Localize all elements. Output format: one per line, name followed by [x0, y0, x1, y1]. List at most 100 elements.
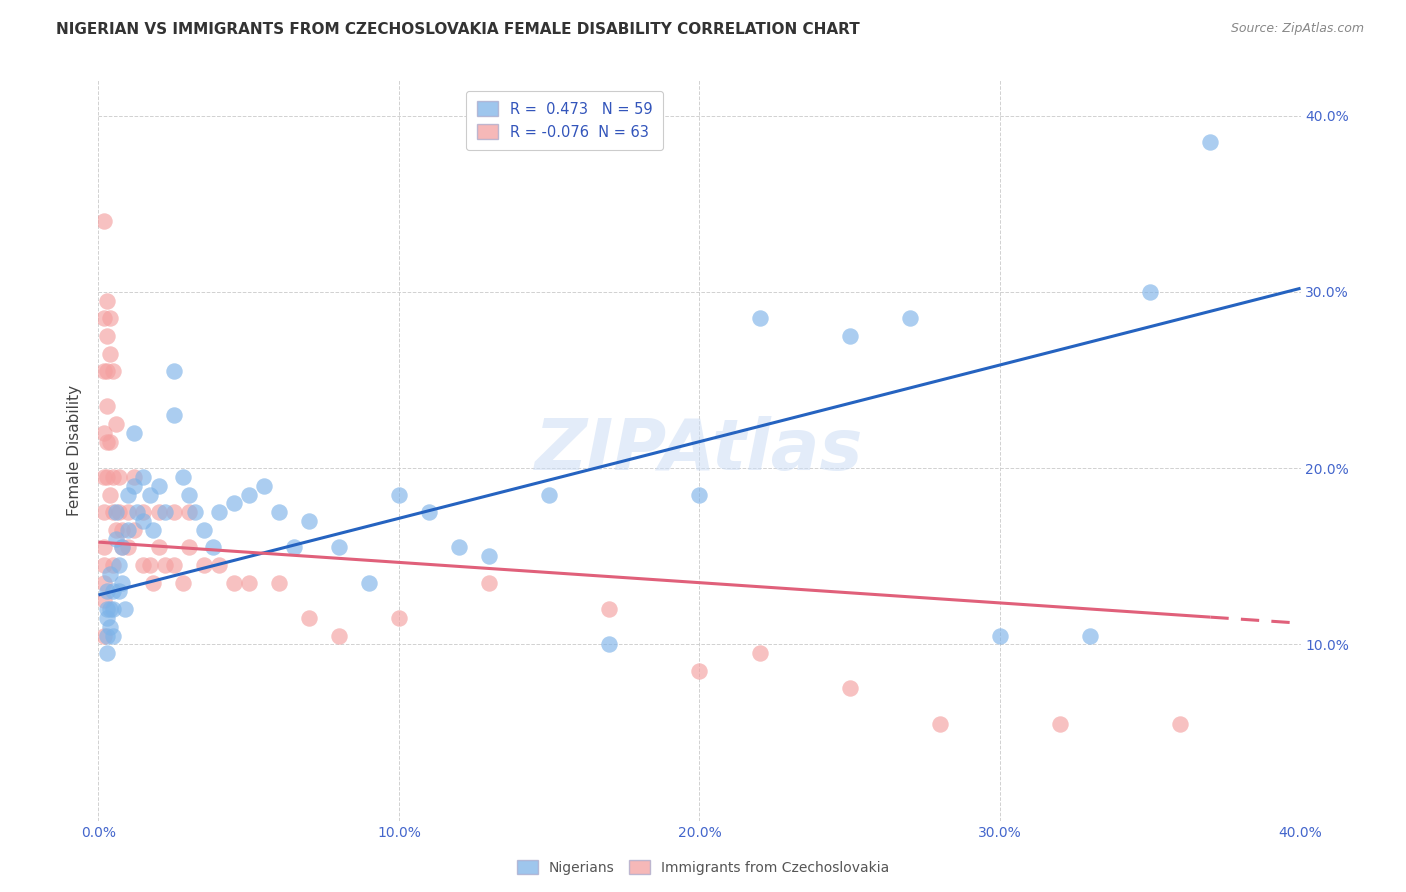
Point — [93, 575, 115, 590]
Point — [447, 541, 470, 555]
Text: NIGERIAN VS IMMIGRANTS FROM CZECHOSLOVAKIA FEMALE DISABILITY CORRELATION CHART: NIGERIAN VS IMMIGRANTS FROM CZECHOSLOVAK… — [56, 22, 860, 37]
Point — [141, 523, 163, 537]
Point — [96, 646, 118, 660]
Point — [111, 523, 134, 537]
Point — [96, 434, 118, 449]
Point — [108, 584, 131, 599]
Point — [117, 523, 139, 537]
Point — [100, 602, 122, 616]
Point — [111, 575, 134, 590]
Point — [1199, 135, 1222, 149]
Point — [162, 558, 184, 572]
Point — [298, 514, 321, 528]
Point — [177, 487, 200, 501]
Point — [105, 417, 128, 431]
Point — [132, 505, 155, 519]
Point — [201, 541, 224, 555]
Point — [108, 470, 131, 484]
Point — [148, 479, 170, 493]
Point — [100, 311, 122, 326]
Point — [108, 558, 131, 572]
Point — [478, 575, 501, 590]
Point — [748, 646, 770, 660]
Point — [238, 487, 260, 501]
Point — [238, 575, 260, 590]
Point — [93, 425, 115, 440]
Point — [148, 505, 170, 519]
Point — [103, 629, 125, 643]
Point — [105, 505, 128, 519]
Point — [598, 637, 620, 651]
Point — [96, 329, 118, 343]
Point — [127, 505, 149, 519]
Point — [132, 558, 155, 572]
Point — [138, 558, 160, 572]
Point — [208, 505, 231, 519]
Point — [898, 311, 921, 326]
Point — [117, 487, 139, 501]
Point — [96, 364, 118, 378]
Point — [100, 566, 122, 581]
Point — [162, 505, 184, 519]
Point — [1170, 716, 1192, 731]
Point — [103, 558, 125, 572]
Point — [111, 541, 134, 555]
Point — [328, 629, 350, 643]
Point — [132, 470, 155, 484]
Point — [298, 611, 321, 625]
Point — [93, 505, 115, 519]
Point — [253, 479, 276, 493]
Text: Source: ZipAtlas.com: Source: ZipAtlas.com — [1230, 22, 1364, 36]
Point — [208, 558, 231, 572]
Point — [153, 558, 176, 572]
Point — [141, 575, 163, 590]
Point — [105, 523, 128, 537]
Point — [183, 505, 205, 519]
Point — [388, 487, 411, 501]
Point — [124, 425, 146, 440]
Legend: R =  0.473   N = 59, R = -0.076  N = 63: R = 0.473 N = 59, R = -0.076 N = 63 — [467, 91, 664, 150]
Point — [267, 505, 290, 519]
Point — [100, 434, 122, 449]
Point — [689, 487, 711, 501]
Point — [222, 496, 245, 510]
Point — [93, 214, 115, 228]
Point — [103, 584, 125, 599]
Point — [103, 470, 125, 484]
Point — [96, 584, 118, 599]
Point — [93, 541, 115, 555]
Point — [117, 541, 139, 555]
Point — [138, 487, 160, 501]
Point — [93, 311, 115, 326]
Point — [193, 523, 215, 537]
Point — [103, 602, 125, 616]
Y-axis label: Female Disability: Female Disability — [67, 384, 83, 516]
Point — [478, 549, 501, 564]
Point — [93, 364, 115, 378]
Point — [153, 505, 176, 519]
Point — [838, 681, 860, 696]
Point — [1049, 716, 1071, 731]
Point — [929, 716, 952, 731]
Point — [689, 664, 711, 678]
Point — [1139, 285, 1161, 299]
Point — [93, 629, 115, 643]
Point — [177, 541, 200, 555]
Point — [988, 629, 1011, 643]
Point — [124, 479, 146, 493]
Point — [267, 575, 290, 590]
Point — [96, 602, 118, 616]
Point — [838, 329, 860, 343]
Point — [124, 470, 146, 484]
Point — [148, 541, 170, 555]
Point — [96, 629, 118, 643]
Point — [117, 505, 139, 519]
Point — [177, 505, 200, 519]
Point — [283, 541, 305, 555]
Point — [93, 593, 115, 607]
Point — [93, 470, 115, 484]
Point — [598, 602, 620, 616]
Point — [172, 575, 194, 590]
Point — [93, 558, 115, 572]
Point — [105, 532, 128, 546]
